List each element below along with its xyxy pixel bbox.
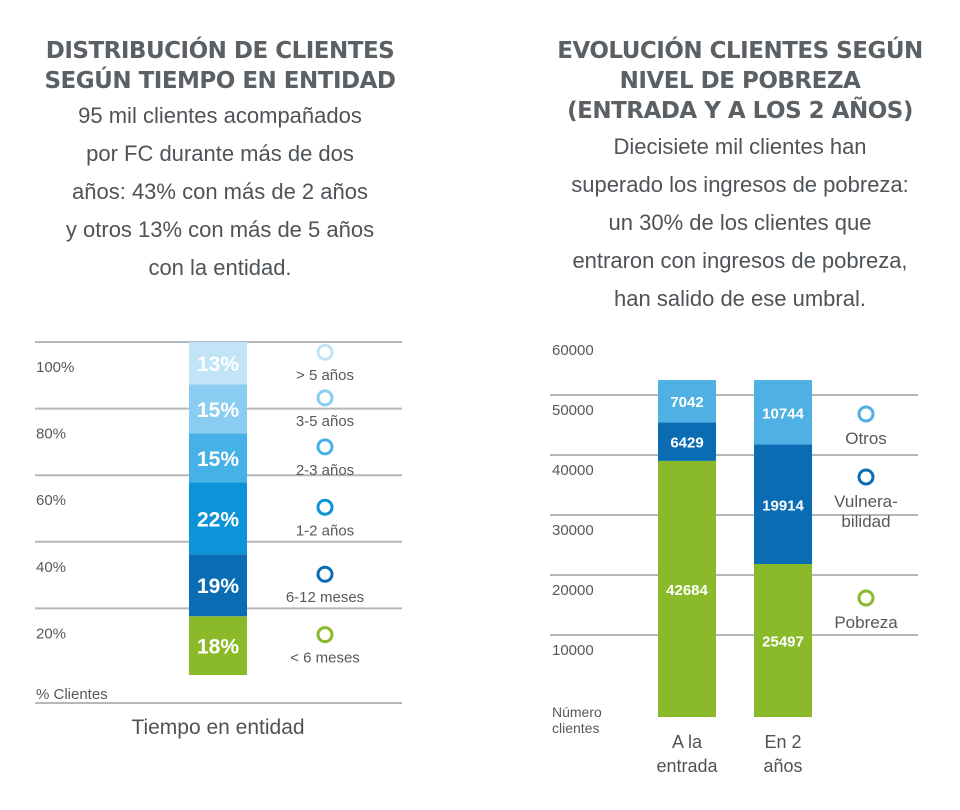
- y-tick-label: 100%: [36, 359, 74, 376]
- right-title-line: (ENTRADA Y A LOS 2 AÑOS): [567, 98, 913, 124]
- left-subtitle-line: y otros 13% con más de 5 años: [65, 217, 375, 242]
- legend-marker-icon: [316, 438, 334, 456]
- legend-marker-icon: [857, 405, 875, 423]
- y-tick-label: 40%: [36, 559, 66, 576]
- bar-segment: [658, 422, 716, 461]
- right-subtitle-line: Diecisiete mil clientes han: [613, 134, 867, 159]
- y-axis-label: Número: [552, 704, 602, 720]
- x-category-label: años: [763, 756, 802, 776]
- bar-segment: [754, 380, 812, 445]
- bar-value-label: 7042: [670, 394, 703, 411]
- bar-value-label: 10744: [762, 405, 804, 422]
- y-tick-label: 10000: [552, 642, 594, 659]
- x-axis-label: Tiempo en entidad: [131, 716, 304, 739]
- x-category-label: A la: [672, 732, 703, 752]
- bar-segment: [189, 554, 247, 617]
- legend-marker-icon: [316, 565, 334, 583]
- bar-value-label: 22%: [197, 508, 239, 531]
- y-tick-label: 60000: [552, 342, 594, 359]
- legend-label: Pobreza: [834, 613, 898, 632]
- x-category-label: En 2: [764, 732, 801, 752]
- y-tick-label: 60%: [36, 492, 66, 509]
- legend-marker-icon: [316, 343, 334, 361]
- y-tick-label: 50000: [552, 402, 594, 419]
- bar-value-label: 18%: [197, 636, 239, 659]
- bar-value-label: 42684: [666, 582, 708, 599]
- y-tick-label: 20%: [36, 625, 66, 642]
- right-subtitle: Diecisiete mil clientes han superado los…: [520, 128, 960, 318]
- bar-segment: [189, 433, 247, 483]
- left-subtitle-line: por FC durante más de dos: [86, 141, 354, 166]
- right-subtitle-line: un 30% de los clientes que: [608, 210, 872, 235]
- legend-marker-icon: [316, 498, 334, 516]
- poverty-evolution-chart: 10000 20000 30000 40000 50000 60000 Númeroclie…: [550, 342, 918, 776]
- bar-value-label: 19914: [762, 497, 804, 514]
- y-tick-label: 20000: [552, 582, 594, 599]
- bar-segment: [189, 384, 247, 434]
- bar-segment: [189, 482, 247, 555]
- y-axis-label: clientes: [552, 720, 599, 736]
- left-title: DISTRIBUCIÓN DE CLIENTES SEGÚN TIEMPO EN…: [0, 36, 440, 96]
- legend-marker-icon: [857, 589, 875, 607]
- right-subtitle-line: superado los ingresos de pobreza:: [571, 172, 909, 197]
- legend-label: 3-5 años: [296, 413, 354, 430]
- bar-segment: [658, 380, 716, 423]
- legend-label: > 5 años: [296, 367, 354, 384]
- legend-label: < 6 meses: [290, 650, 360, 667]
- bar-value-label: 25497: [762, 634, 804, 651]
- right-title-line: EVOLUCIÓN CLIENTES SEGÚN: [557, 38, 923, 64]
- left-subtitle: 95 mil clientes acompañados por FC duran…: [0, 97, 440, 287]
- legend-label: bilidad: [841, 512, 890, 531]
- bar-value-label: 15%: [197, 448, 239, 471]
- legend-label: Otros: [845, 429, 887, 448]
- bar-value-label: 6429: [670, 435, 703, 452]
- legend-marker-icon: [857, 468, 875, 486]
- y-tick-label: 40000: [552, 462, 594, 479]
- left-title-line: SEGÚN TIEMPO EN ENTIDAD: [44, 68, 396, 94]
- right-subtitle-line: entraron con ingresos de pobreza,: [572, 248, 908, 273]
- y-tick-label: 30000: [552, 522, 594, 539]
- bar-value-label: 13%: [197, 353, 239, 376]
- x-category-label: entrada: [656, 756, 718, 776]
- bar-segment: [754, 564, 812, 717]
- bar-segment: [754, 444, 812, 565]
- right-title-line: NIVEL DE POBREZA: [619, 68, 861, 94]
- left-panel: DISTRIBUCIÓN DE CLIENTES SEGÚN TIEMPO EN…: [0, 0, 440, 810]
- y-tick-label: 80%: [36, 426, 66, 443]
- left-subtitle-line: con la entidad.: [148, 255, 292, 280]
- time-in-entity-chart: 20% 40% 60% 80% 100% % Clientes Tiempo en enti…: [35, 341, 402, 739]
- legend-label: Vulnera-: [834, 492, 898, 511]
- bar-segment: [189, 616, 247, 675]
- legend-label: 1-2 años: [296, 522, 354, 539]
- right-panel: EVOLUCIÓN CLIENTES SEGÚN NIVEL DE POBREZ…: [520, 0, 960, 810]
- left-title-line: DISTRIBUCIÓN DE CLIENTES: [45, 38, 395, 64]
- legend-marker-icon: [316, 389, 334, 407]
- legend-label: 6-12 meses: [286, 589, 364, 606]
- bar-value-label: 19%: [197, 575, 239, 598]
- legend-marker-icon: [316, 626, 334, 644]
- bar-value-label: 15%: [197, 399, 239, 422]
- bar-segment: [189, 342, 247, 385]
- left-subtitle-line: 95 mil clientes acompañados: [78, 103, 362, 128]
- right-title: EVOLUCIÓN CLIENTES SEGÚN NIVEL DE POBREZ…: [520, 36, 960, 126]
- left-subtitle-line: años: 43% con más de 2 años: [72, 179, 368, 204]
- bar-segment: [658, 460, 716, 717]
- y-axis-label: % Clientes: [36, 686, 108, 703]
- right-subtitle-line: han salido de ese umbral.: [614, 286, 866, 311]
- legend-label: 2-3 años: [296, 462, 354, 479]
